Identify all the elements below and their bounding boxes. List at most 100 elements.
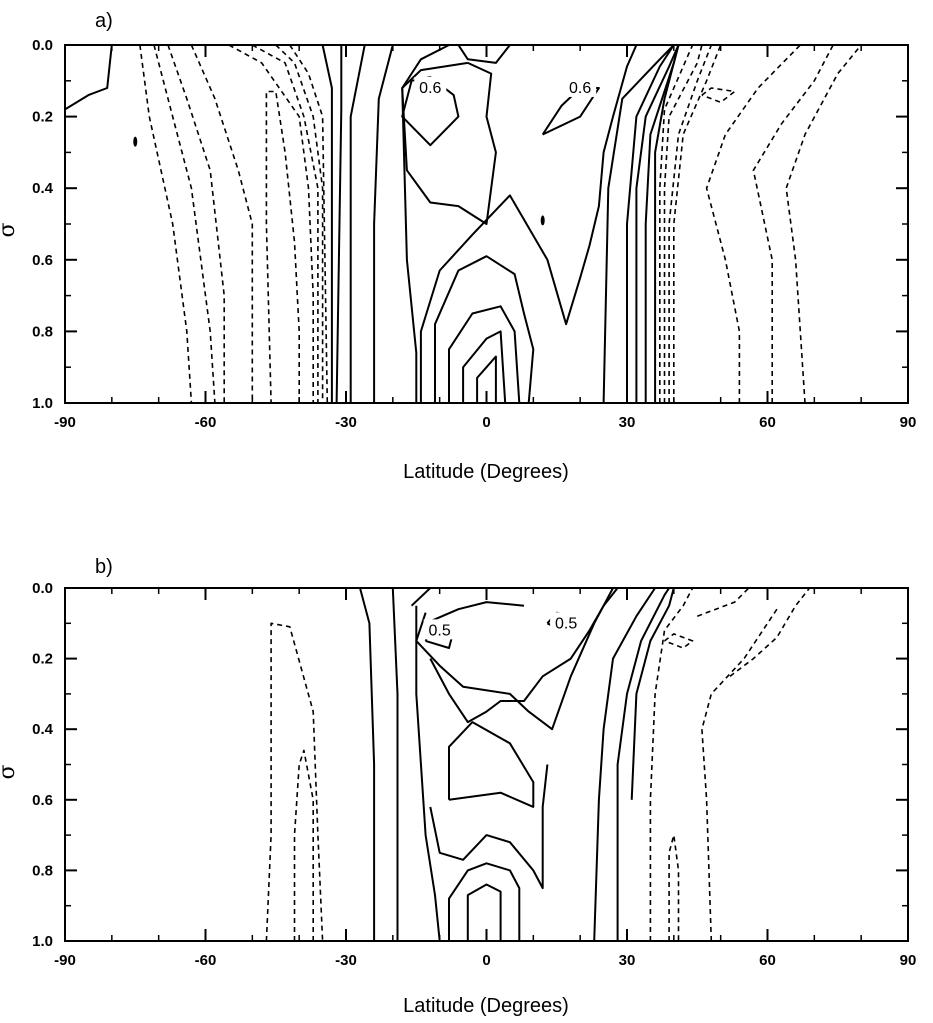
x-tick-label: -60 (195, 414, 217, 431)
contour-line-negative (663, 45, 703, 403)
y-tick-label: 0.2 (32, 109, 53, 126)
x-tick-label: 90 (900, 414, 917, 431)
contour-line-negative (649, 588, 694, 941)
contour-label-bg (423, 619, 456, 640)
contour-dot (540, 215, 545, 226)
y-tick-label: 0.0 (32, 37, 53, 54)
contour-label: 0.6 (569, 80, 591, 97)
contour-line-positive (65, 45, 113, 111)
contour-dot (133, 136, 138, 147)
contour-line-negative (701, 87, 736, 104)
contour-line-negative (752, 45, 834, 403)
x-tick-label: -60 (195, 952, 217, 969)
y-tick-label: 0.4 (32, 180, 54, 197)
y-tick-label: 0.8 (32, 862, 53, 879)
plot-frame (64, 587, 909, 942)
contour-line-positive (448, 721, 535, 808)
contour-line-negative (190, 45, 254, 403)
contour-label: 0.6 (419, 80, 441, 97)
contour-label-bg (550, 612, 583, 633)
y-tick-label: 1.0 (32, 395, 53, 412)
contour-line-positive (476, 355, 497, 403)
contour-line-positive (654, 45, 680, 403)
contour-line-positive (415, 605, 441, 941)
contour-line-positive (429, 588, 619, 724)
x-tick-label: 60 (759, 414, 776, 431)
x-tick-label: -30 (335, 414, 357, 431)
y-tick-label: 0.8 (32, 323, 53, 340)
contour-line-negative (664, 633, 694, 649)
contour-label-bg (414, 76, 447, 97)
panel-label: b) (95, 556, 113, 578)
contour-line-negative (251, 45, 319, 403)
y-axis-title: σ (0, 764, 20, 779)
contour-line-positive (410, 588, 431, 607)
contour-chart-b: 0.5 0.5 -90 -60 -30 0 30 60 90 0.0 0.2 0.4 0.6 0.8 1.0… (0, 556, 917, 1017)
contour-line-positive (448, 862, 521, 941)
contour-line-negative (697, 588, 750, 617)
contour-line-positive (335, 45, 343, 403)
contour-line-positive (644, 45, 680, 403)
chart-panel-a: 0.6 0.6 -90 -60 -30 0 30 60 90 0.0 0.2 0.4 0.6 0.8 1.0… (0, 0, 933, 500)
contour-line-positive (448, 305, 521, 403)
contour-line-positive (466, 883, 502, 941)
x-tick-label: -90 (54, 414, 76, 431)
y-tick-label: 0.0 (32, 580, 53, 597)
x-axis-title: Latitude (Degrees) (403, 461, 569, 483)
y-tick-label: 0.2 (32, 651, 53, 668)
contour-line-positive (462, 330, 507, 403)
contour-line-positive (321, 45, 333, 403)
contour-line-negative (153, 45, 216, 403)
contour-line-positive (415, 588, 614, 731)
contour-line-positive (391, 588, 399, 941)
contour-line-negative (275, 45, 324, 403)
x-tick-label: -30 (335, 952, 357, 969)
contour-line-negative (265, 622, 324, 941)
y-tick-label: 0.6 (32, 252, 53, 269)
contour-line-positive (359, 588, 376, 941)
contour-line-positive (457, 45, 511, 64)
contour-line-positive (434, 255, 535, 403)
contour-line-negative (265, 90, 300, 403)
x-tick-label: 0 (482, 414, 490, 431)
x-tick-label: 0 (482, 952, 490, 969)
contour-line-negative (668, 834, 680, 941)
chart-panel-b: 0.5 0.5 -90 -60 -30 0 30 60 90 0.0 0.2 0.4 0.6 0.8 1.0… (0, 500, 933, 1023)
x-tick-label: 30 (619, 414, 636, 431)
contour-line-negative (293, 749, 314, 941)
contour-line-positive (373, 45, 394, 403)
contour-line-negative (701, 608, 778, 941)
y-tick-label: 0.4 (32, 721, 54, 738)
panel-label: a) (95, 10, 113, 32)
x-tick-label: 90 (900, 952, 917, 969)
y-axis-title: σ (0, 222, 20, 237)
contour-line-positive (616, 588, 670, 941)
contour-line-negative (668, 45, 713, 403)
contour-line-positive (349, 45, 366, 403)
contour-label: 0.5 (429, 622, 451, 639)
contour-line-positive (401, 61, 497, 225)
contour-line-negative (673, 45, 722, 403)
contour-line-negative (139, 45, 193, 403)
x-tick-label: 30 (619, 952, 636, 969)
contour-line-negative (785, 45, 862, 403)
contour-line-positive (401, 45, 450, 403)
contour-group (65, 45, 862, 403)
contour-line-positive (593, 588, 656, 941)
contour-line-positive (602, 45, 675, 403)
x-tick-label: -90 (54, 952, 76, 969)
contour-line-negative (167, 45, 225, 403)
x-axis-title: Latitude (Degrees) (403, 995, 569, 1017)
contour-line-positive (425, 601, 525, 625)
y-tick-label: 1.0 (32, 933, 53, 950)
contour-label-bg (564, 76, 597, 97)
contour-line-negative (289, 45, 329, 403)
contour-line-positive (635, 45, 680, 403)
y-tick-label: 0.6 (32, 792, 53, 809)
contour-line-negative (729, 588, 811, 677)
contour-line-positive (626, 45, 675, 403)
contour-line-positive (419, 45, 638, 403)
contour-line-negative (228, 45, 314, 403)
contour-line-positive (630, 588, 675, 800)
x-tick-label: 60 (759, 952, 776, 969)
